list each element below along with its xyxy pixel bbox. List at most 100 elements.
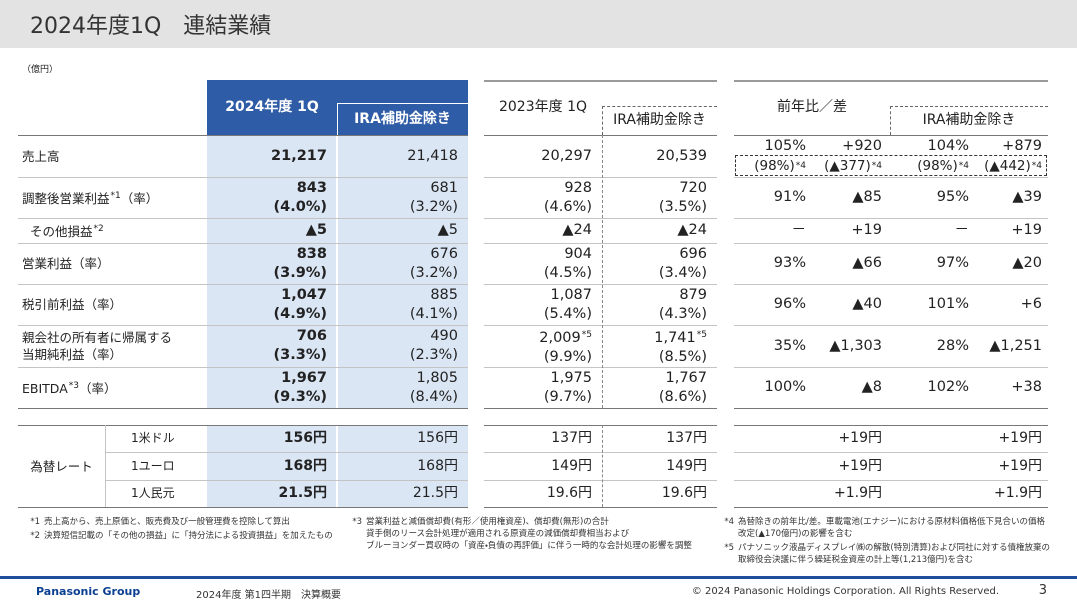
- footnote-line: パナソニック液晶ディスプレイ㈱の解散(特別清算)および同社に対する債権放棄の: [738, 543, 1051, 553]
- rule: [602, 106, 717, 107]
- rule: [484, 135, 717, 136]
- value-line: 1,805: [416, 369, 458, 388]
- ratio: 28%: [936, 337, 969, 354]
- fx-cell: 19.6円: [484, 480, 602, 507]
- rule: [734, 218, 1048, 219]
- column-header-text: 2023年度 1Q: [498, 99, 587, 115]
- value: 1,967: [281, 369, 327, 386]
- value-line: 720: [679, 179, 707, 198]
- value-line: 1,767: [665, 369, 707, 388]
- rule: [484, 218, 717, 219]
- footnote-body: 決算短信記載の「その他の損益」に「持分法による投資損益」を加えたもの: [44, 530, 333, 570]
- value: 696: [679, 245, 707, 262]
- ratio-cell: 28%: [890, 325, 975, 367]
- footnote-mark: *4: [724, 517, 734, 527]
- fx-diff: +1.9円: [772, 480, 888, 507]
- ratio-cell: 93%: [734, 243, 812, 284]
- ratio: －: [954, 222, 970, 238]
- footer-rule: [0, 576, 1077, 579]
- footnote-mark: *3: [352, 517, 362, 527]
- fx-label-text: 為替レート: [30, 458, 93, 474]
- value: 838: [296, 245, 327, 262]
- column-header: IRA補助金除き: [337, 103, 468, 135]
- ratio-cell: (98%) *4: [890, 157, 975, 175]
- ratio: 95%: [936, 189, 969, 205]
- rule: [484, 452, 717, 453]
- footnote-body: 為替除きの前年比/差。車載電池(エナジー)における原材料価格低下見合いの価格 改定…: [738, 516, 1045, 556]
- value-cell: 1,975 (9.7%): [484, 367, 602, 408]
- rule: [734, 367, 1048, 368]
- ratio-cell: 101%: [890, 284, 975, 325]
- ratio-cell: 91%: [734, 177, 812, 218]
- value: 1,767: [665, 369, 707, 386]
- value: 490: [430, 328, 458, 344]
- ratio-cell: 95%: [890, 177, 975, 218]
- rule: [484, 367, 717, 368]
- fx-cell: 137円: [484, 425, 602, 452]
- diff: +6: [1020, 296, 1042, 312]
- footnote-line: 改定(▲170億円)の影響を含む: [738, 529, 853, 539]
- ratio: 93%: [773, 255, 806, 271]
- row-label-line: その他損益*2: [30, 221, 104, 240]
- footnote: *4 為替除きの前年比/差。車載電池(エナジー)における原材料価格低下見合いの価格…: [716, 516, 1071, 556]
- fx-cell: 149円: [602, 452, 717, 480]
- row-label-text: 営業利益: [22, 256, 73, 271]
- ratio: 104%: [927, 137, 969, 154]
- ratio-cell: 102%: [890, 367, 975, 408]
- column-header: 前年比／差: [734, 80, 890, 135]
- ratio-cell: 96%: [734, 284, 812, 325]
- rate: (4.6%): [543, 198, 592, 215]
- fx-diff-value: +1.9円: [994, 485, 1042, 501]
- value-cell: 720 (3.5%): [602, 177, 717, 218]
- fx-value: 21.5円: [412, 485, 458, 501]
- rule: [734, 507, 1048, 508]
- value: 21,418: [407, 147, 458, 164]
- fx-value: 19.6円: [661, 485, 707, 501]
- value: 21,217: [271, 147, 327, 164]
- row-label-suffix: （率）: [120, 191, 159, 206]
- footnote-line: 営業利益と減価償却費(有形／使用権資産)、償却費(無形)の合計: [366, 517, 609, 527]
- diff-cell: +879: [975, 135, 1048, 157]
- rule: [18, 507, 468, 508]
- row-label-suffix: （率）: [79, 381, 117, 396]
- diff: (▲377): [824, 157, 871, 174]
- value-cell: 1,087 (5.4%): [484, 284, 602, 325]
- row-label-line: 税引前利益（率）: [22, 296, 122, 313]
- value-cell: 21,418: [337, 135, 468, 177]
- page-number: 3: [1038, 583, 1047, 598]
- fx-diff: +19円: [935, 452, 1048, 480]
- rule: [734, 177, 1048, 178]
- footnote-line: ブルーヨンダー買収時の「資産・負債の再評価」に伴う一時的な会計処理の影響を調整: [366, 541, 692, 551]
- diff: +19: [1011, 222, 1042, 238]
- note-mark: *2: [93, 224, 104, 234]
- rule: [484, 408, 717, 409]
- rule: [484, 243, 717, 244]
- currency-text: 1米ドル: [131, 431, 175, 445]
- value: 928: [564, 179, 592, 196]
- note-mark: *4: [1031, 160, 1042, 171]
- ratio: 97%: [936, 255, 969, 271]
- value: 885: [430, 286, 458, 303]
- value-line: 1,047: [281, 286, 327, 305]
- ratio-cell: 97%: [890, 243, 975, 284]
- value-cell: ▲5: [207, 218, 337, 243]
- row-label-line: EBITDA*3（率）: [22, 378, 117, 397]
- title: 2024年度1Q 連結業績: [30, 14, 272, 39]
- fx-cell: 168円: [207, 452, 337, 480]
- rule: [890, 106, 1048, 107]
- footnote: *2 決算短信記載の「その他の損益」に「持分法による投資損益」を加えたもの: [22, 530, 342, 570]
- value-line: 1,087: [550, 286, 592, 305]
- ratio: 102%: [927, 379, 969, 395]
- footnote-body: 売上高から、売上原価と、販売費及び一般管理費を控除して算出: [44, 516, 290, 556]
- diff: +879: [1002, 137, 1042, 154]
- ratio-cell: －: [734, 218, 812, 243]
- value-line: ▲24: [677, 221, 707, 240]
- value-cell: 696 (3.4%): [602, 243, 717, 284]
- value: 20,297: [541, 147, 592, 164]
- value-cell: 838 (3.9%): [207, 243, 337, 284]
- currency: 1人民元: [105, 480, 205, 507]
- fx-value: 19.6円: [546, 485, 592, 501]
- value-cell: 1,047 (4.9%): [207, 284, 337, 325]
- row-label-line: 調整後営業利益*1（率）: [22, 188, 158, 207]
